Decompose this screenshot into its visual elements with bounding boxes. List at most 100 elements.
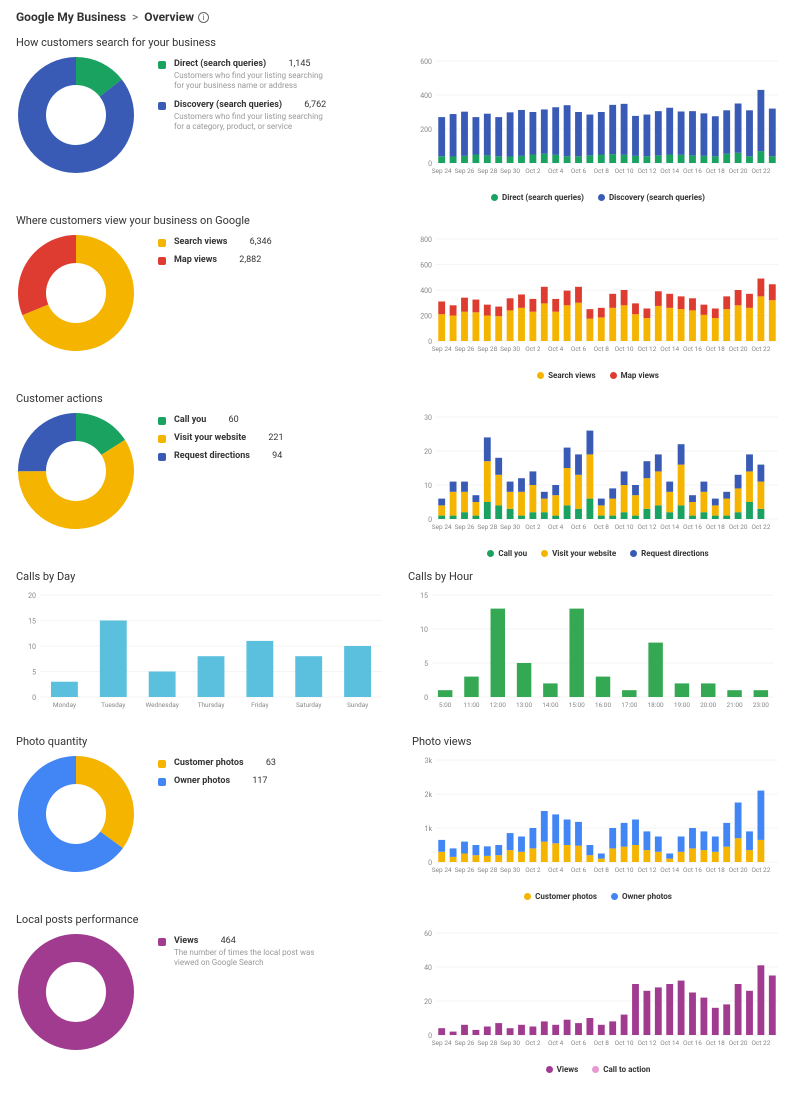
- svg-text:Oct 14: Oct 14: [660, 345, 679, 353]
- bar-chart: 0510155:0011:0012:0013:0014:0015:0016:00…: [408, 589, 778, 719]
- chart-legend: Call youVisit your websiteRequest direct…: [412, 549, 784, 558]
- svg-text:Sep 30: Sep 30: [500, 345, 520, 353]
- svg-text:Oct 10: Oct 10: [615, 866, 634, 874]
- svg-text:Oct 12: Oct 12: [637, 866, 656, 874]
- bar-chart: 0200400600800Sep 24Sep 26Sep 28Sep 30Oct…: [412, 233, 782, 363]
- svg-text:11:00: 11:00: [463, 701, 480, 709]
- svg-text:15: 15: [420, 592, 428, 600]
- chart-legend-item: Call you: [487, 549, 527, 558]
- legend-swatch: [158, 778, 166, 786]
- svg-text:Sep 26: Sep 26: [455, 1039, 475, 1047]
- svg-text:Oct 6: Oct 6: [571, 167, 587, 175]
- legend-item: Customer photos 63: [158, 758, 396, 768]
- svg-text:Sep 26: Sep 26: [455, 345, 475, 353]
- chart-legend: ViewsCall to action: [412, 1065, 784, 1074]
- svg-text:15: 15: [28, 618, 36, 626]
- svg-text:Oct 14: Oct 14: [660, 523, 679, 531]
- legend-swatch: [598, 194, 605, 201]
- svg-text:Oct 2: Oct 2: [525, 866, 541, 874]
- svg-text:20: 20: [424, 998, 432, 1006]
- svg-text:Oct 18: Oct 18: [706, 523, 725, 531]
- svg-text:10: 10: [420, 626, 428, 634]
- legend-swatch: [610, 372, 617, 379]
- legend-desc: Customers who find your listing searchin…: [174, 112, 324, 133]
- svg-text:Sep 24: Sep 24: [432, 167, 452, 175]
- svg-text:5: 5: [424, 660, 428, 668]
- legend-value: 6,346: [250, 237, 272, 247]
- svg-text:Oct 22: Oct 22: [751, 523, 770, 531]
- svg-text:Oct 12: Oct 12: [637, 167, 656, 175]
- svg-text:Oct 10: Oct 10: [615, 1039, 634, 1047]
- svg-text:Oct 16: Oct 16: [683, 523, 702, 531]
- legend-label: Search views: [174, 237, 227, 247]
- legend-value: 1,145: [288, 59, 310, 69]
- svg-text:Oct 20: Oct 20: [729, 866, 748, 874]
- svg-text:5: 5: [32, 669, 36, 677]
- legend-swatch: [158, 102, 166, 110]
- section-title: Where customers view your business on Go…: [16, 214, 784, 227]
- legend-swatch: [541, 550, 548, 557]
- legend-swatch: [537, 372, 544, 379]
- svg-text:Oct 4: Oct 4: [548, 523, 564, 531]
- chart-legend-item: Search views: [537, 371, 596, 380]
- chart-legend: Search viewsMap views: [412, 371, 784, 380]
- legend-value: 6,762: [304, 100, 326, 110]
- legend-swatch: [524, 893, 531, 900]
- legend-label: Views: [174, 936, 198, 946]
- bar-chart: 0102030Sep 24Sep 26Sep 28Sep 30Oct 2Oct …: [412, 411, 782, 541]
- legend-item: Call you 60: [158, 415, 396, 425]
- svg-text:12:00: 12:00: [490, 701, 507, 709]
- legend-swatch: [546, 1066, 553, 1073]
- svg-text:Oct 20: Oct 20: [729, 523, 748, 531]
- chart-legend: Customer photosOwner photos: [412, 892, 784, 901]
- svg-text:0: 0: [32, 694, 36, 702]
- svg-text:Oct 14: Oct 14: [660, 866, 679, 874]
- svg-text:Oct 16: Oct 16: [683, 345, 702, 353]
- svg-text:0: 0: [424, 694, 428, 702]
- legend-item: Request directions 94: [158, 451, 396, 461]
- legend: Search views 6,346 Map views 2,882: [158, 233, 396, 380]
- svg-text:Oct 4: Oct 4: [548, 866, 564, 874]
- svg-text:Oct 10: Oct 10: [615, 523, 634, 531]
- svg-text:800: 800: [420, 236, 432, 244]
- legend-swatch: [491, 194, 498, 201]
- page-name: Overview: [144, 10, 194, 24]
- svg-text:Oct 18: Oct 18: [706, 345, 725, 353]
- svg-text:10: 10: [424, 482, 432, 490]
- svg-text:15:00: 15:00: [569, 701, 586, 709]
- svg-text:2k: 2k: [425, 791, 433, 799]
- svg-text:Sep 26: Sep 26: [455, 866, 475, 874]
- svg-text:19:00: 19:00: [674, 701, 691, 709]
- legend-value: 63: [266, 758, 276, 768]
- legend-desc: The number of times the local post was v…: [174, 948, 324, 969]
- donut-chart: [16, 55, 136, 175]
- section: Where customers view your business on Go…: [0, 206, 800, 384]
- breadcrumb-sep: >: [132, 10, 138, 24]
- svg-text:600: 600: [420, 262, 432, 270]
- legend-item: Discovery (search queries) 6,762 Custome…: [158, 100, 396, 133]
- svg-text:Oct 2: Oct 2: [525, 1039, 541, 1047]
- info-icon[interactable]: i: [198, 12, 209, 23]
- legend-item: Visit your website 221: [158, 433, 396, 443]
- svg-text:Sep 30: Sep 30: [500, 1039, 520, 1047]
- svg-text:Oct 2: Oct 2: [525, 167, 541, 175]
- svg-text:Sep 28: Sep 28: [477, 1039, 497, 1047]
- svg-text:Oct 20: Oct 20: [729, 345, 748, 353]
- svg-text:Oct 10: Oct 10: [615, 167, 634, 175]
- legend-swatch: [158, 453, 166, 461]
- svg-text:Oct 16: Oct 16: [683, 1039, 702, 1047]
- svg-text:Sep 28: Sep 28: [477, 345, 497, 353]
- svg-text:Oct 22: Oct 22: [751, 1039, 770, 1047]
- legend-item: Map views 2,882: [158, 255, 396, 265]
- legend-swatch: [158, 938, 166, 946]
- chart-legend-item: Owner photos: [611, 892, 672, 901]
- svg-text:3k: 3k: [425, 757, 433, 765]
- svg-text:Sep 26: Sep 26: [455, 523, 475, 531]
- legend-swatch: [487, 550, 494, 557]
- svg-text:Oct 14: Oct 14: [660, 1039, 679, 1047]
- bar-chart: 01k2k3kSep 24Sep 26Sep 28Sep 30Oct 2Oct …: [412, 754, 782, 884]
- svg-text:Sep 30: Sep 30: [500, 523, 520, 531]
- svg-text:Oct 8: Oct 8: [594, 345, 610, 353]
- svg-text:Oct 12: Oct 12: [637, 523, 656, 531]
- svg-text:Sep 26: Sep 26: [455, 167, 475, 175]
